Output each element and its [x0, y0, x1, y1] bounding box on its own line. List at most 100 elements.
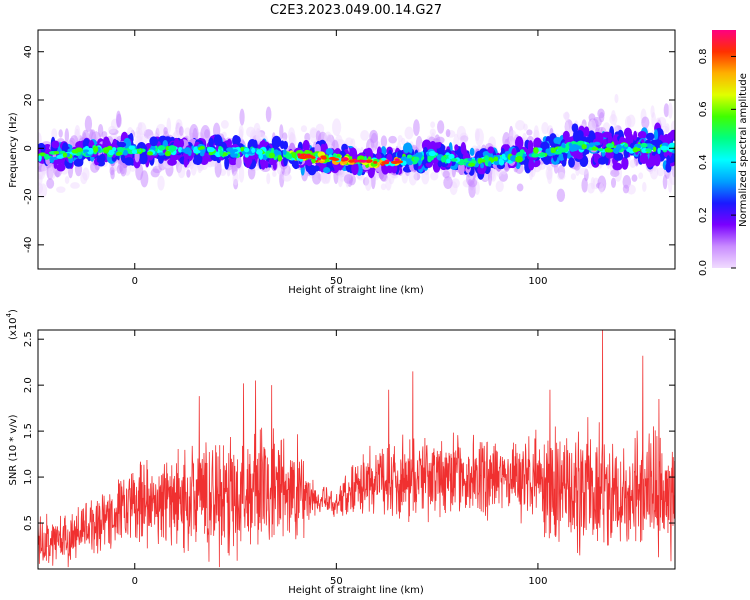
- spectrogram-cell: [325, 148, 334, 155]
- spectrogram-cell: [51, 128, 58, 140]
- spectrogram-cell: [179, 126, 184, 137]
- spectrogram-cell: [41, 164, 47, 175]
- spectrogram-cell: [442, 170, 450, 179]
- spectrogram-cell: [388, 135, 397, 144]
- spectrogram-cell: [232, 171, 239, 186]
- spectrogram-cell: [309, 127, 318, 139]
- spectrogram-cell: [638, 172, 644, 180]
- spectrogram-cell: [234, 136, 241, 145]
- spectrogram-cell: [562, 130, 570, 141]
- spectrogram-cell: [663, 150, 672, 158]
- spectrogram-cell: [599, 182, 604, 194]
- spectrogram-cell: [157, 175, 165, 191]
- spectrogram-cell: [154, 145, 158, 153]
- spectrogram-cell: [597, 148, 604, 152]
- spectrogram-cell: [84, 115, 93, 132]
- spectrogram-cell: [158, 154, 164, 164]
- spectrogram-cell: [49, 156, 55, 164]
- spectrogram-cell: [38, 183, 48, 198]
- spectrogram-cell: [550, 147, 557, 154]
- spectrogram-cell: [208, 137, 214, 147]
- spectrogram-cell: [533, 125, 539, 140]
- spectrogram-cell: [515, 155, 523, 163]
- spectrogram-cell: [343, 174, 354, 184]
- snr-x-ticks: 0 50 100: [132, 330, 547, 587]
- spectrogram-cell: [430, 121, 436, 129]
- spectrogram-cell: [240, 146, 245, 152]
- spectrogram-cell: [626, 184, 636, 195]
- spectrogram-cell: [381, 157, 387, 161]
- spectrogram-cell: [323, 167, 331, 174]
- spectrogram-cell: [380, 135, 388, 148]
- spectrogram-cell: [38, 152, 47, 157]
- y-tick-label: 40: [23, 45, 34, 58]
- colorbar-ticks: 0.0 0.2 0.4 0.6 0.8: [698, 48, 736, 276]
- spectrogram-cell: [282, 149, 287, 155]
- spectrogram-cell: [660, 145, 668, 151]
- spectrogram-cell: [213, 134, 223, 147]
- spectrogram-cell: [195, 149, 200, 153]
- snr-plot-area: [38, 330, 675, 568]
- spectrogram-cell: [657, 147, 661, 155]
- spectrogram-cell: [193, 152, 203, 166]
- spectrogram-cell: [279, 170, 285, 188]
- spectrogram-cell: [581, 177, 588, 193]
- spectrogram-cell: [53, 151, 60, 155]
- spectrogram-cell: [97, 123, 104, 138]
- spectrogram-cell: [117, 141, 127, 148]
- spectrogram-cell: [138, 149, 142, 153]
- spectrogram-cell: [226, 147, 234, 152]
- spectrogram-cell: [239, 108, 245, 126]
- colorbar: 0.0 0.2 0.4 0.6 0.8 Normalized spectral ampl…: [698, 30, 749, 276]
- spectrogram-cell: [556, 188, 566, 202]
- spectrogram-cell: [467, 162, 476, 167]
- spectrogram-cell: [605, 143, 614, 149]
- spectrogram-cell: [199, 151, 205, 157]
- spectrogram-cell: [249, 129, 258, 143]
- spectrogram-cell: [562, 111, 570, 120]
- spectrogram-cell: [336, 153, 341, 158]
- spectrogram-cell: [591, 146, 599, 151]
- spectrogram-cell: [662, 174, 668, 190]
- spectrogram-x-ticks: 0 50 100: [132, 30, 547, 287]
- spectrogram-cell: [625, 132, 634, 146]
- spectrogram-cell: [448, 153, 455, 160]
- spectrogram-cell: [647, 148, 652, 154]
- spectrogram-cell: [428, 150, 436, 157]
- spectrogram-cell: [612, 162, 623, 171]
- y-tick-label: -40: [23, 237, 34, 253]
- spectrogram-cell: [502, 132, 511, 148]
- snr-y-ticks: 0.5 1.0 1.5 2.0 2.5: [23, 331, 675, 531]
- spectrogram-cell: [653, 153, 661, 167]
- spectrogram-cell: [317, 157, 322, 161]
- spectrogram-cell: [404, 126, 414, 140]
- spectrogram-cell: [96, 156, 101, 163]
- spectrogram-cell: [108, 149, 115, 156]
- spectrogram-cell: [578, 167, 589, 176]
- y-tick-label: 1.5: [23, 423, 34, 439]
- spectrogram-cell: [291, 151, 296, 159]
- spectrogram-cell: [51, 140, 60, 149]
- colorbar-tick-label: 0.4: [698, 154, 709, 170]
- spectrogram-cell: [629, 159, 637, 168]
- spectrogram-cell: [487, 161, 492, 167]
- spectrogram-cell: [86, 147, 94, 155]
- spectrogram-cell: [163, 126, 168, 135]
- spectrogram-cell: [427, 156, 432, 163]
- spectrogram-cell: [581, 144, 587, 150]
- spectrogram-cell: [64, 128, 70, 144]
- spectrogram-cell: [320, 155, 327, 159]
- spectrogram-cell: [622, 184, 630, 194]
- spectrogram-plot-area: [38, 93, 675, 202]
- spectrogram-cell: [666, 155, 671, 168]
- spectrogram-cell: [546, 168, 553, 185]
- spectrogram-cell: [38, 132, 42, 147]
- y-tick-label: 0: [23, 145, 34, 151]
- colorbar-tick-label: 0.6: [698, 101, 709, 117]
- spectrogram-cell: [224, 156, 230, 170]
- spectrogram-cell: [467, 178, 478, 188]
- spectrogram-cell: [247, 155, 253, 165]
- spectrogram-cell: [243, 147, 250, 153]
- snr-series-line: [38, 330, 675, 568]
